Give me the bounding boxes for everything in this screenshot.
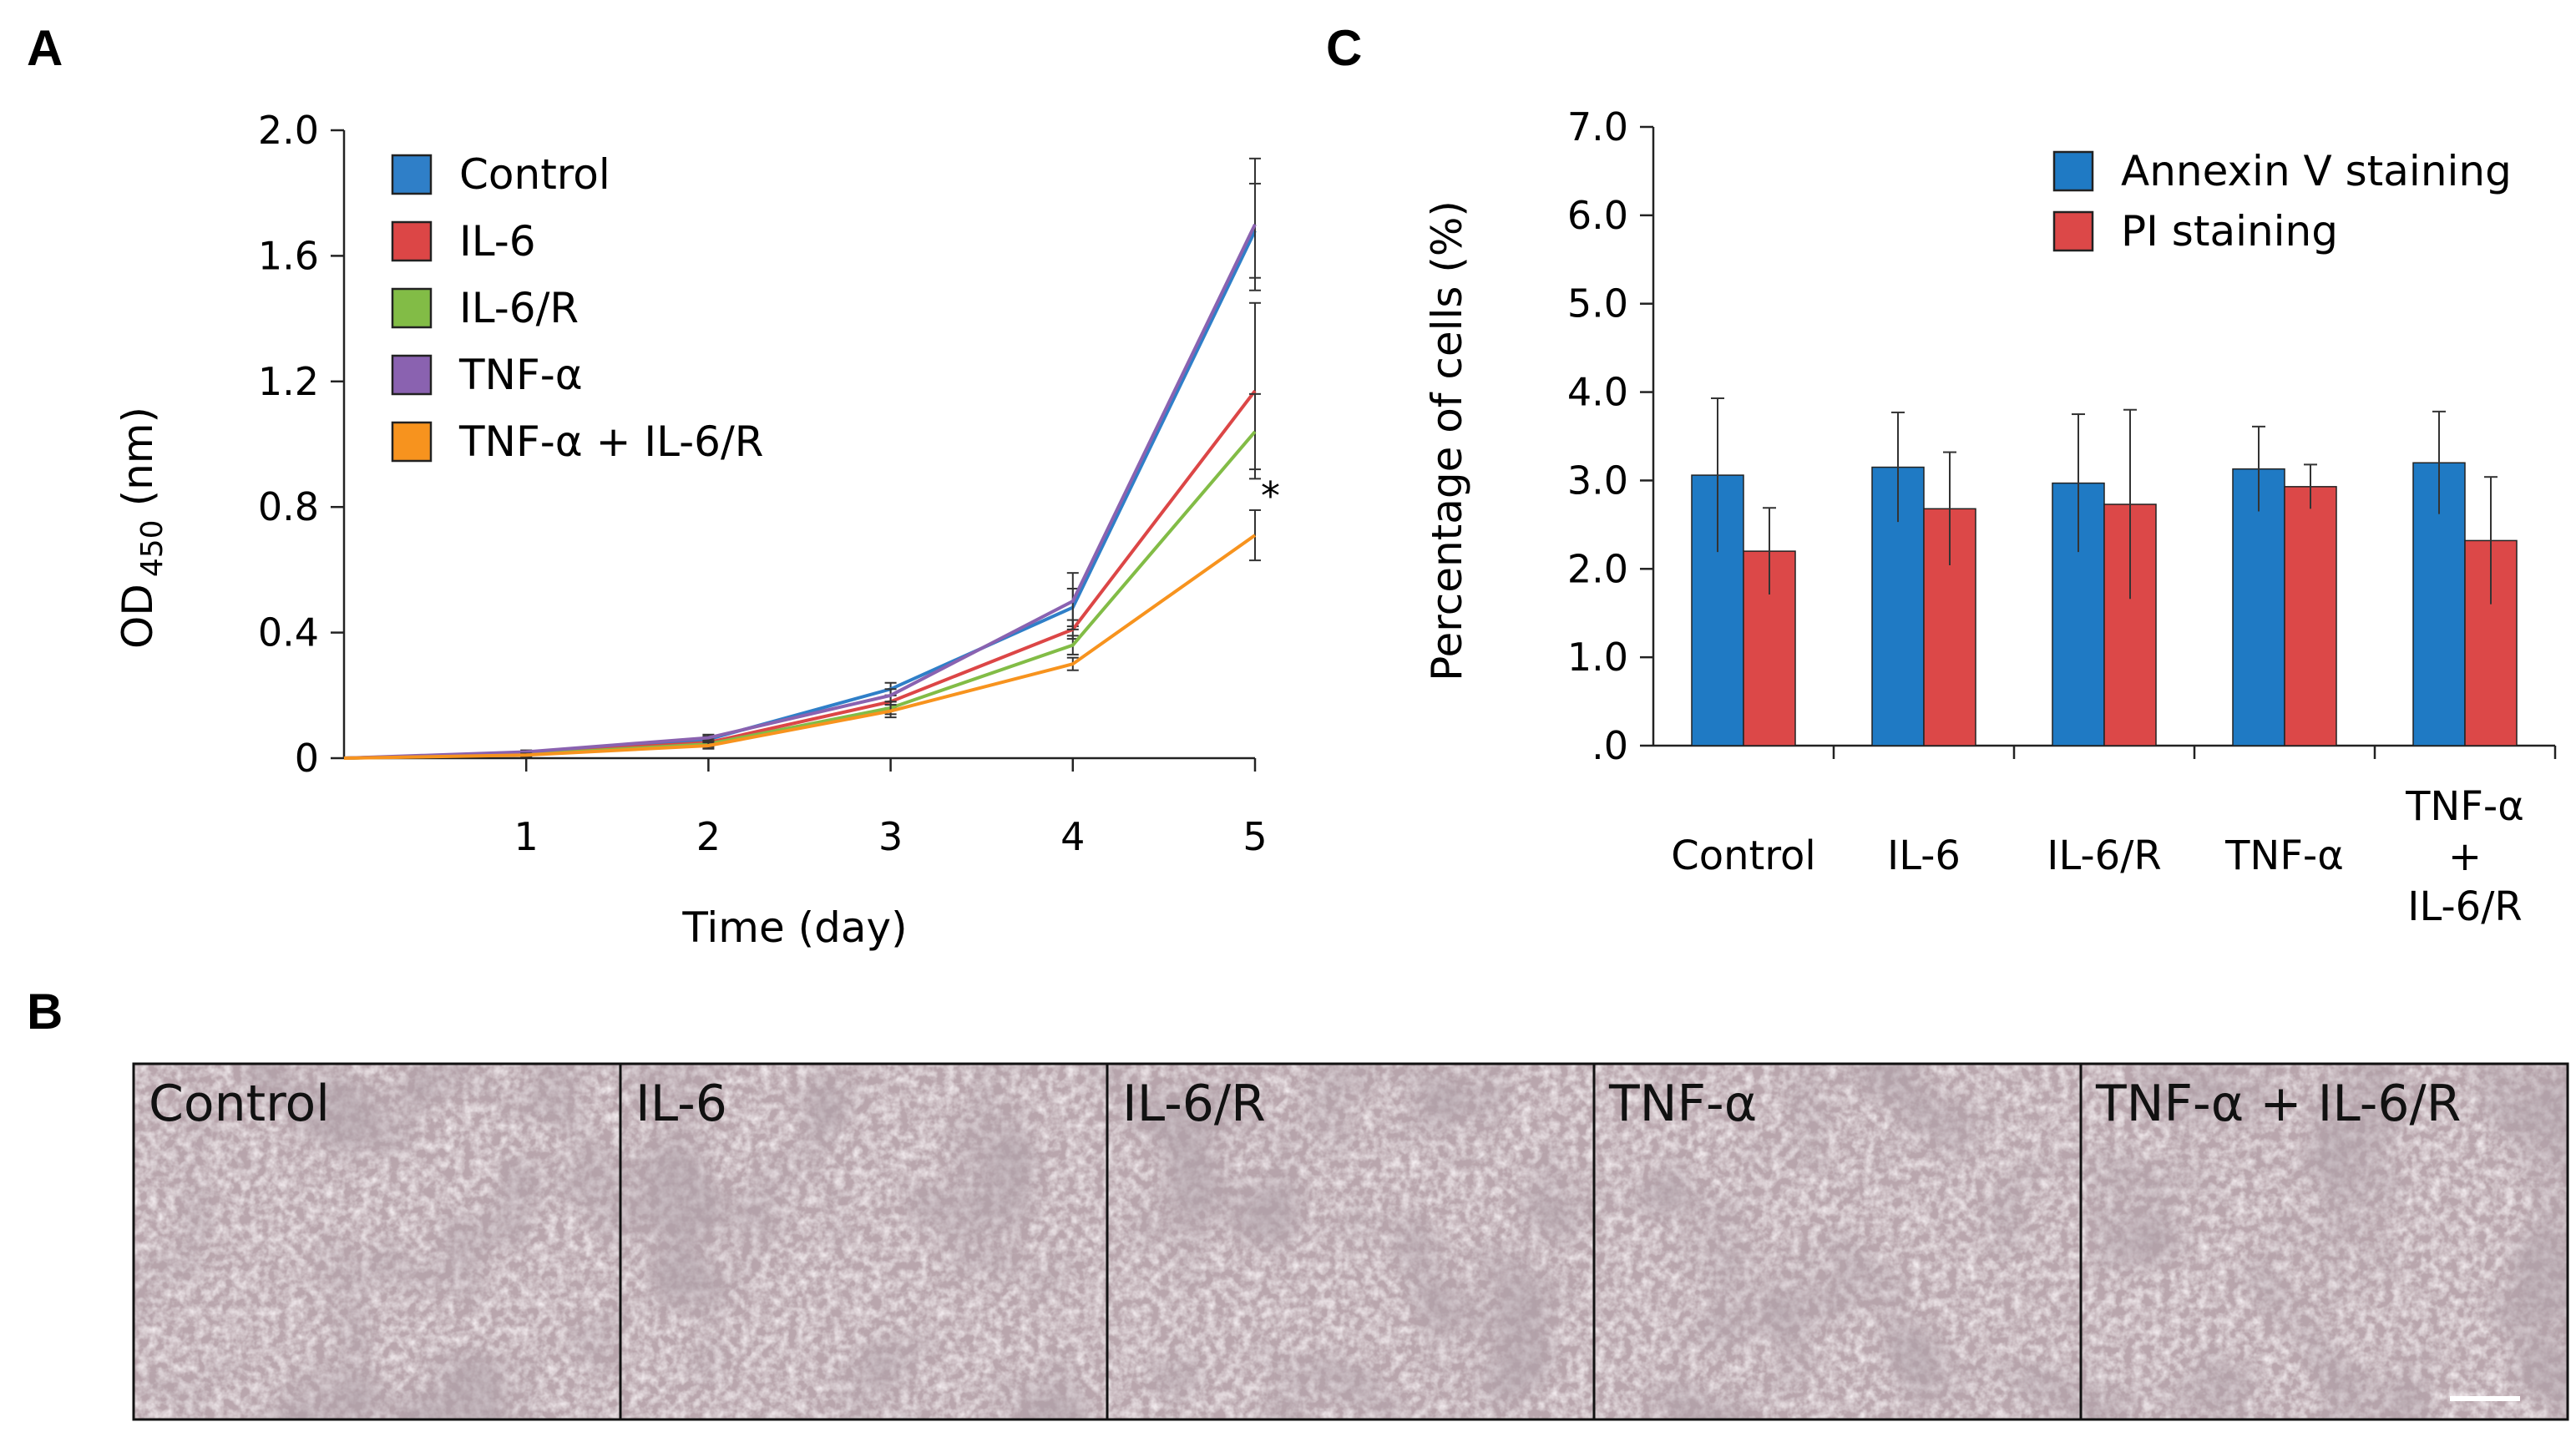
y-tick-label: .0 (1592, 723, 1628, 768)
category-label: + (2448, 833, 2482, 880)
bar-chart-panel-c: .0 1.0 2.0 3.0 4.0 5.0 6.0 7.0 Control IL-6 IL-6/… (1423, 104, 2557, 930)
line-chart-panel-a: 0 0.4 0.8 1.2 1.6 2.0 1 2 3 4 5 Control IL-6 IL-6/R… (114, 108, 1280, 952)
series-tnf-il-6-r (343, 509, 1261, 760)
category-label: IL-6/R (2407, 883, 2522, 930)
y-tick-label: 7.0 (1567, 104, 1628, 149)
bar-chart-bars (1691, 397, 2518, 746)
legend-swatch (391, 220, 433, 262)
y-tick-label: 0.4 (258, 610, 319, 655)
panel-letter-b: B (27, 984, 63, 1040)
legend-swatch (391, 287, 433, 329)
y-tick-label: 4.0 (1567, 370, 1628, 415)
micrograph-gaps (1594, 1064, 2081, 1419)
legend-label: TNF-α (458, 351, 583, 399)
category-label: TNF-α (2405, 783, 2524, 830)
bar-group-tnf (2232, 425, 2337, 746)
legend-swatch (391, 421, 433, 463)
micrograph-label: TNF-α (1608, 1075, 1757, 1133)
x-tick-label: 3 (878, 814, 903, 859)
micrograph-gaps (620, 1064, 1107, 1419)
bar-annexin-v-staining-tnf-il-6-r (2412, 462, 2466, 746)
y-tick-label: 1.0 (1567, 635, 1628, 680)
legend-swatch (391, 154, 433, 195)
category-label: IL-6 (1887, 832, 1961, 879)
y-tick-label: 1.2 (258, 359, 319, 404)
x-tick-label: 2 (696, 814, 721, 859)
line-chart-x-label: Time (day) (681, 903, 907, 952)
category-label: IL-6/R (2047, 832, 2161, 879)
y-label-subscript: 450 (135, 519, 170, 577)
panel-letter-a: A (27, 20, 63, 76)
bar-pi-staining-tnf (2284, 486, 2337, 746)
legend-swatch (391, 354, 433, 396)
category-label: Control (1671, 832, 1816, 879)
series-control (343, 182, 1261, 760)
bar-group-il-6-r (2052, 408, 2157, 746)
panel-letter-c: C (1326, 20, 1362, 76)
y-label-unit: (nm) (114, 407, 162, 506)
series-line-il-6-r (343, 430, 1257, 760)
micrograph-label: IL-6/R (1122, 1075, 1266, 1133)
line-chart-axes (342, 130, 1255, 760)
micrograph-label: IL-6 (635, 1075, 727, 1133)
line-chart-y-ticks: 0 0.4 0.8 1.2 1.6 2.0 (258, 108, 344, 781)
legend-swatch (2052, 150, 2094, 192)
micrograph-label: Control (149, 1075, 330, 1133)
y-tick-label: 3.0 (1567, 458, 1628, 503)
bar-chart-y-label: Percentage of cells (%) (1423, 200, 1471, 681)
legend-label: TNF-α + IL-6/R (458, 417, 764, 466)
line-chart-x-ticks: 1 2 3 4 5 (514, 758, 1268, 859)
y-tick-label: 6.0 (1567, 193, 1628, 238)
micrograph-border (2079, 1062, 2569, 1421)
y-tick-label: 0 (295, 736, 319, 781)
legend-label: PI staining (2121, 207, 2338, 256)
micrograph-control: Control (132, 1062, 622, 1421)
category-label: TNF-α (2224, 832, 2344, 879)
x-tick-label: 1 (514, 814, 539, 859)
legend-label: IL-6/R (459, 284, 579, 332)
y-tick-label: 0.8 (258, 484, 319, 529)
x-tick-label: 4 (1060, 814, 1085, 859)
legend-label: Annexin V staining (2121, 147, 2512, 195)
bar-group-il-6 (1871, 411, 1976, 746)
y-tick-label: 5.0 (1567, 281, 1628, 326)
micrograph-tnf-il-6-r: TNF-α + IL-6/R (2079, 1062, 2569, 1421)
line-chart-legend: Control IL-6 IL-6/R TNF-α TNF-α + IL-6/R (391, 150, 764, 466)
y-tick-label: 2.0 (1567, 546, 1628, 591)
micrograph-il-6: IL-6 (619, 1062, 1109, 1421)
series-tnf (343, 157, 1261, 760)
significance-asterisk: * (1261, 473, 1280, 519)
bar-chart-y-ticks: .0 1.0 2.0 3.0 4.0 5.0 6.0 7.0 (1567, 104, 1653, 768)
micrograph-gaps (1107, 1064, 1594, 1419)
bar-chart-legend: Annexin V staining PI staining (2052, 147, 2512, 256)
micrograph-tnf: TNF-α (1592, 1062, 2083, 1421)
bar-group-control (1691, 397, 1796, 746)
micrograph-il-6-r: IL-6/R (1106, 1062, 1596, 1421)
x-tick-label: 5 (1242, 814, 1267, 859)
legend-label: IL-6 (459, 217, 536, 266)
line-chart-y-label: OD 450 (nm) (114, 407, 170, 649)
series-line-tnf-il-6-r (343, 534, 1257, 760)
legend-swatch (2052, 210, 2094, 252)
micrograph-strip: Control IL-6 IL-6/R TNF-α TNF-α + IL-6/R (132, 1062, 2569, 1421)
y-tick-label: 2.0 (258, 108, 319, 153)
y-label-main: OD (114, 584, 162, 649)
micrograph-label: TNF-α + IL-6/R (2095, 1075, 2461, 1133)
line-chart-series (343, 157, 1261, 760)
legend-label: Control (459, 150, 610, 199)
y-tick-label: 1.6 (258, 233, 319, 278)
micrograph-gaps (134, 1064, 620, 1419)
bar-group-tnf-il-6-r (2412, 410, 2518, 746)
micrograph-gaps (2081, 1064, 2568, 1419)
series-line-tnf (343, 223, 1257, 760)
